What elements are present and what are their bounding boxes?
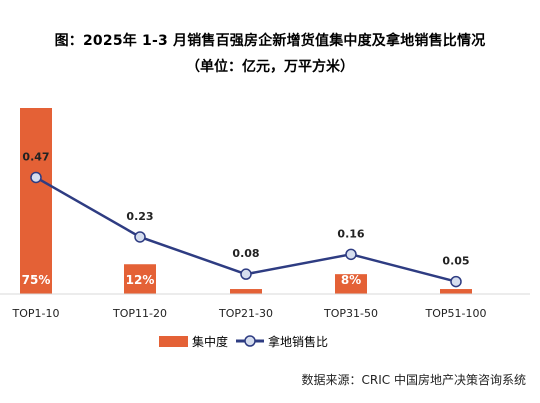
bar-data-label: 12% (126, 273, 155, 287)
line-point (134, 231, 146, 243)
x-tick-label: TOP11-20 (112, 307, 167, 320)
x-tick-label: TOP31-50 (323, 307, 378, 320)
legend-swatch-bar (159, 336, 188, 347)
line-point (450, 275, 462, 288)
legend-label-bar: 集中度 (192, 334, 228, 349)
line-point (240, 268, 252, 280)
legend-label-line: 拿地销售比 (268, 334, 328, 349)
line-data-label: 0.47 (22, 150, 49, 163)
bar (230, 289, 262, 294)
legend-swatch-marker (244, 335, 256, 347)
bar (335, 274, 367, 294)
chart-subtitle: （单位：亿元，万平方米） (186, 59, 354, 75)
line-data-label: 0.05 (442, 255, 469, 268)
x-tick-label: TOP1-10 (12, 307, 60, 320)
legend: 集中度 拿地销售比 (159, 334, 328, 349)
line-data-label: 0.23 (126, 210, 153, 223)
x-tick-label: TOP51-100 (425, 307, 487, 320)
line-point (30, 171, 42, 184)
x-tick-label: TOP21-30 (218, 307, 273, 320)
chart-title: 图：2025年 1-3 月销售百强房企新增货值集中度及拿地销售比情况 (54, 33, 486, 49)
line-point (345, 248, 357, 261)
data-source-note: 数据来源：CRIC 中国房地产决策咨询系统 (301, 373, 526, 387)
line-series: 0.47 0.23 0.08 0.16 0.05 (22, 150, 470, 288)
line-data-label: 0.08 (232, 247, 259, 260)
bar-series: 75% 12% 8% (20, 108, 472, 294)
line-path (35, 176, 457, 283)
bar (440, 289, 472, 294)
bar (20, 108, 52, 294)
bar-data-label: 8% (341, 273, 361, 287)
x-tick-labels: TOP1-10 TOP11-20 TOP21-30 TOP31-50 TOP51-100 (12, 307, 487, 320)
line-data-label: 0.16 (337, 227, 364, 240)
bar (124, 264, 156, 294)
bar-data-label: 75% (22, 273, 51, 287)
